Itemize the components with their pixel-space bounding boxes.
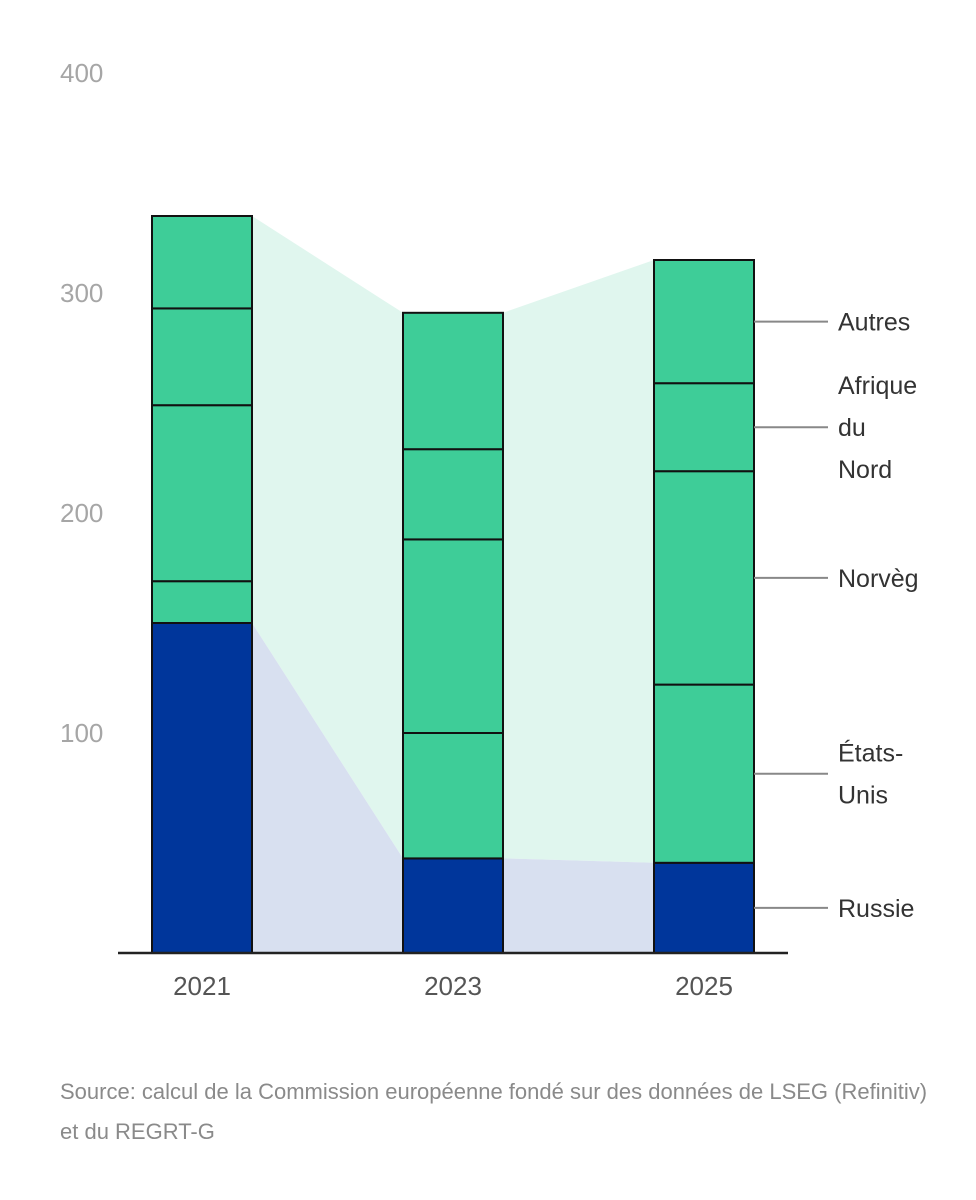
connector-band-others (503, 260, 654, 863)
bar-segment--tats-unis (653, 683, 755, 864)
bar-segment-russie (653, 861, 755, 954)
bar-segment-afrique-du-nord (653, 382, 755, 473)
series-label: Russie (838, 895, 914, 923)
x-tick-label: 2021 (173, 971, 231, 1001)
series-label: Afrique (838, 372, 917, 400)
y-tick-label: 200 (60, 498, 103, 528)
series-label: Autres (838, 309, 910, 337)
bar-segment-autres (653, 259, 755, 385)
source-note: Source: calcul de la Commission européen… (60, 1079, 928, 1144)
bar-segment-russie (151, 622, 253, 954)
series-label: Nord (838, 456, 892, 484)
series-label: du (838, 414, 866, 442)
x-tick-label: 2025 (675, 971, 733, 1001)
y-tick-label: 400 (60, 58, 103, 88)
connector-band-russia (252, 623, 403, 953)
stacked-bar-chart: 100 200 300 400 2021 2023 2025 Autres Afrique du N… (60, 58, 933, 1001)
connector-band-others (252, 216, 403, 859)
bar-segment-afrique-du-nord (402, 448, 504, 541)
bar-segment--tats-unis (151, 580, 253, 625)
series-label: Unis (838, 782, 888, 810)
x-tick-label: 2023 (424, 971, 482, 1001)
bar-segment-russie (402, 857, 504, 955)
y-tick-label: 100 (60, 718, 103, 748)
bar-segment-norv-ge (402, 538, 504, 735)
bar-segment-afrique-du-nord (151, 307, 253, 407)
y-tick-label: 300 (60, 278, 103, 308)
bar-segment-norv-ge (151, 404, 253, 583)
bar-segment-norv-ge (653, 470, 755, 686)
connector-band-russia (503, 858, 654, 953)
bar-segment--tats-unis (402, 732, 504, 860)
series-label: Norvège (838, 565, 933, 593)
bar-segment-autres (151, 215, 253, 310)
series-label: États- (838, 739, 903, 768)
bar-segment-autres (402, 311, 504, 451)
